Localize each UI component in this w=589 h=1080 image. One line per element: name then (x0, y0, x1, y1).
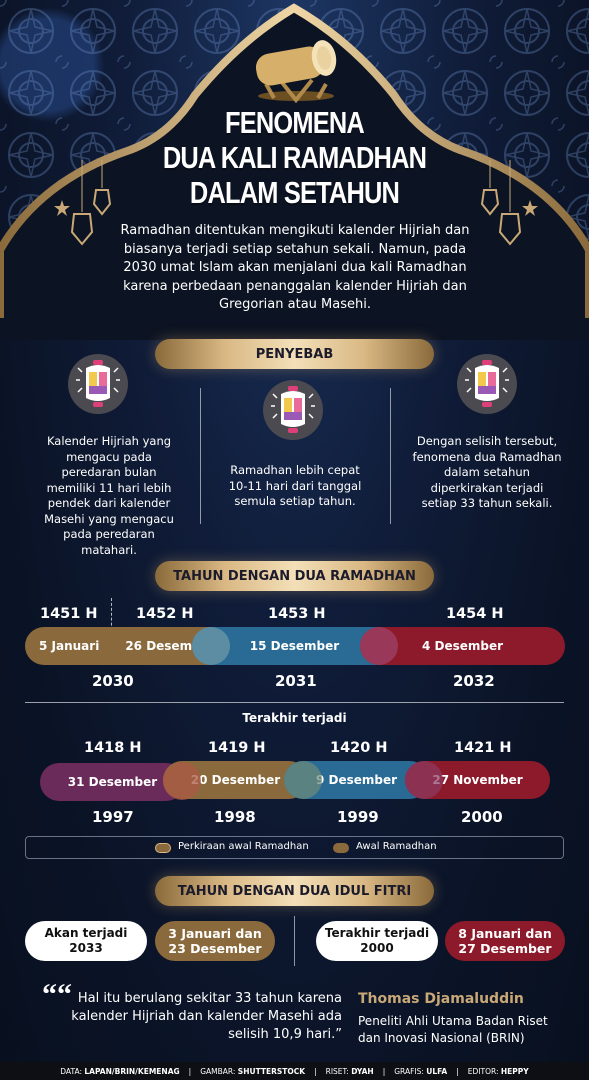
hijri-year: 1420 H (330, 740, 388, 756)
credit-label: GRAFIS: (394, 1066, 424, 1076)
divider (390, 388, 391, 524)
legend-swatch-actual (333, 843, 349, 853)
credit-label: DATA: (60, 1066, 82, 1076)
ramadhan-bar: 31 Desember (40, 763, 185, 801)
hanging-lanterns-right-icon (480, 160, 538, 246)
future-year: 2033 (69, 941, 103, 955)
divider (294, 916, 295, 966)
hijri-year: 1451 H (40, 606, 98, 622)
quote-mark-icon: ““ (42, 978, 72, 1011)
overlap-marker (192, 627, 230, 665)
gregorian-year: 2032 (453, 672, 495, 690)
idul-fitri-heading: TAHUN DENGAN DUA IDUL FITRI (155, 876, 434, 906)
credit-separator: | (188, 1066, 192, 1076)
future-dates: 23 Desember (168, 941, 262, 956)
credit-value: LAPAN/BRIN/KEMENAG (84, 1066, 180, 1076)
intro-paragraph: Ramadhan ditentukan mengikuti kalender H… (120, 223, 470, 312)
quote-author: Thomas Djamaluddin (358, 991, 524, 1007)
overlap-marker (284, 761, 322, 799)
gregorian-year: 2031 (275, 672, 317, 690)
hanging-lanterns-left-icon (54, 160, 112, 246)
past-fitri-dates-pill: 8 Januari dan 27 Desember (445, 921, 565, 961)
hijri-year: 1453 H (268, 606, 326, 622)
cause-1-text: Kalender Hijriah yang mengacu pada pered… (44, 434, 174, 557)
legend-actual-label: Awal Ramadhan (356, 841, 437, 852)
quote-text: Hal itu berulang sekitar 33 tahun karena… (71, 991, 342, 1042)
credit-separator: | (456, 1066, 459, 1076)
overlap-marker (405, 761, 443, 799)
credit-label: RISET: (325, 1066, 349, 1076)
gregorian-year: 2000 (461, 808, 503, 826)
credit-value: HEPPY (500, 1066, 529, 1076)
future-label: Akan terjadi (44, 926, 128, 940)
hijri-year: 1421 H (454, 740, 512, 756)
legend (25, 836, 564, 859)
hijri-year: 1418 H (84, 740, 142, 756)
bedug-drum-icon (255, 40, 337, 104)
overlap-marker (163, 762, 201, 800)
overlap-marker (360, 627, 398, 665)
credit-label: EDITOR: (467, 1066, 499, 1076)
past-year: 2000 (360, 941, 394, 955)
legend-estimate-label: Perkiraan awal Ramadhan (178, 841, 309, 852)
lantern-icon (271, 386, 315, 433)
divider (200, 388, 201, 524)
credit-value: SHUTTERSTOCK (237, 1066, 306, 1076)
tahun-dua-ramadhan-heading: TAHUN DENGAN DUA RAMADHAN (155, 561, 434, 591)
footer-credits: DATA: LAPAN/BRIN/KEMENAG | GAMBAR: SHUTT… (0, 1062, 589, 1080)
cause-3-text: Dengan selisih tersebut, fenomena dua Ra… (412, 434, 562, 510)
bar-label: 5 Januari (39, 639, 100, 653)
gregorian-year: 2030 (92, 672, 134, 690)
quote-author-role: Peneliti Ahli Utama Badan Riset dan Inov… (358, 1014, 548, 1045)
cause-2-text: Ramadhan lebih cepat 10-11 hari dari tan… (228, 463, 362, 508)
credit-separator: | (314, 1066, 317, 1076)
hijri-year: 1454 H (446, 606, 504, 622)
credit-separator: | (382, 1066, 386, 1076)
gregorian-year: 1999 (337, 808, 379, 826)
arch-frame (0, 3, 589, 340)
past-label: Terakhir terjadi (242, 711, 347, 725)
lantern-icon (465, 360, 509, 407)
past-dates: 8 Januari dan (458, 926, 552, 941)
ramadhan-bar: 4 Desember (360, 627, 565, 665)
past-fitri-year-pill: Terakhir terjadi 2000 (316, 921, 438, 961)
credit-value: ULFA (426, 1066, 448, 1076)
legend-swatch-estimate (155, 843, 171, 853)
gregorian-year: 1997 (92, 808, 134, 826)
title-line-3: DALAM SETAHUN (189, 175, 400, 210)
credit-value: DYAH (351, 1066, 374, 1076)
title-line-1: FENOMENA (225, 105, 365, 140)
past-dates: 27 Desember (458, 941, 552, 956)
title-line-2: DUA KALI RAMADHAN (162, 140, 427, 175)
credit-label: GAMBAR: (200, 1066, 236, 1076)
future-fitri-dates-pill: 3 Januari dan 23 Desember (155, 921, 275, 961)
future-fitri-year-pill: Akan terjadi 2033 (25, 921, 147, 961)
gregorian-year: 1998 (214, 808, 256, 826)
hijri-year: 1419 H (208, 740, 266, 756)
lantern-icon (76, 360, 120, 407)
past-label: Terakhir terjadi (324, 926, 430, 940)
hijri-year: 1452 H (136, 606, 194, 622)
section-divider (25, 702, 564, 703)
penyebab-heading: PENYEBAB (155, 339, 434, 369)
future-dates: 3 Januari dan (168, 926, 262, 941)
